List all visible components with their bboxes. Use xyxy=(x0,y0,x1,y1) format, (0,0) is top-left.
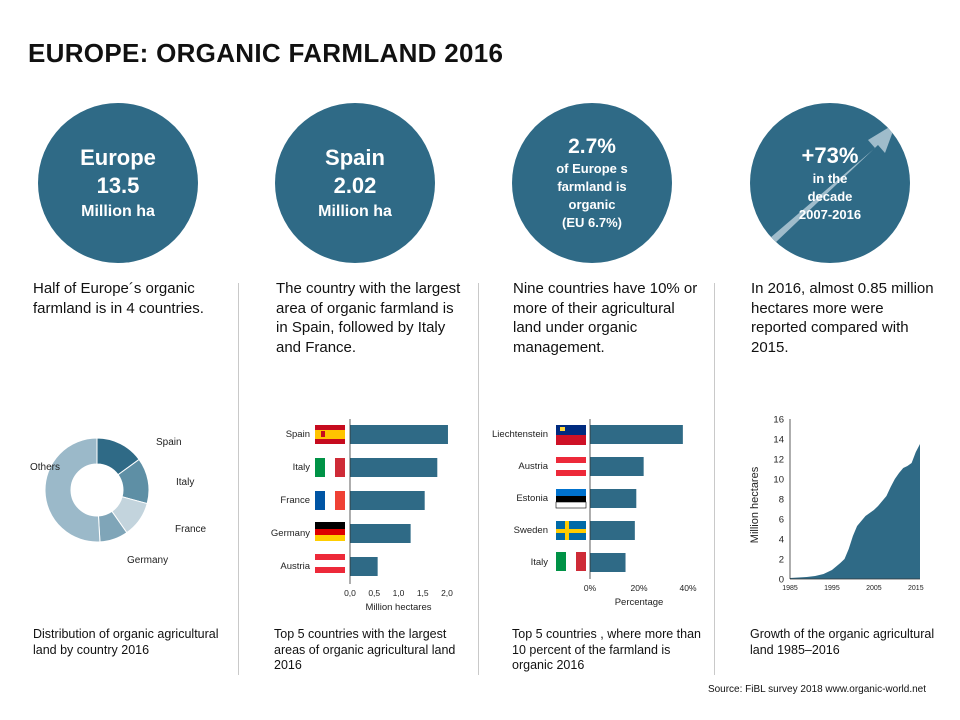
bar xyxy=(350,458,438,477)
y-tick-label: 10 xyxy=(773,475,784,486)
x-tick-label: 0,5 xyxy=(368,588,380,598)
circle-growth-line1: in the xyxy=(812,171,848,186)
column-divider xyxy=(238,283,239,675)
circle-spain-label: Spain xyxy=(325,145,385,170)
flag-germany-icon xyxy=(315,522,345,541)
bar-label: Germany xyxy=(271,528,310,539)
caption-growth: Growth of the organic agricultural land … xyxy=(750,627,935,657)
circle-share-value: 2.7% xyxy=(568,135,616,158)
x-tick-label: 0% xyxy=(584,583,597,593)
column-divider xyxy=(478,283,479,675)
column-divider xyxy=(714,283,715,675)
circle-share-line2: farmland is xyxy=(557,179,627,194)
y-tick-label: 12 xyxy=(773,455,784,466)
bar-label: Austria xyxy=(518,461,548,472)
flag-spain-icon xyxy=(315,425,345,444)
donut-label-germany: Germany xyxy=(127,555,168,566)
bar-label: Spain xyxy=(286,429,310,440)
circle-share-line1: of Europe s xyxy=(556,161,628,176)
stat-circle-share: 2.7% of Europe s farmland is organic (EU… xyxy=(512,103,672,263)
flag-italy-icon xyxy=(556,552,586,571)
y-tick-label: 4 xyxy=(779,535,784,546)
x-tick-label: 1995 xyxy=(824,585,840,592)
y-tick-label: 16 xyxy=(773,415,784,426)
stat-circle-spain: Spain 2.02 Million ha xyxy=(275,103,435,263)
flag-estonia-icon xyxy=(555,489,587,509)
x-tick-label: 2015 xyxy=(908,585,924,592)
bar xyxy=(350,524,411,543)
stat-circle-europe: Europe 13.5 Million ha xyxy=(38,103,198,263)
x-tick-label: 20% xyxy=(630,583,647,593)
y-tick-label: 8 xyxy=(779,495,784,506)
bar xyxy=(350,425,448,444)
bar-label: Austria xyxy=(280,561,310,572)
y-tick-label: 6 xyxy=(779,515,784,526)
share-bar-chart: Liechtenstein Austria Estonia Sweden Italy 0%… xyxy=(492,419,697,608)
donut-label-spain: Spain xyxy=(156,437,182,448)
bar xyxy=(350,491,425,510)
bar xyxy=(350,557,378,576)
x-tick-label: 1,5 xyxy=(417,588,429,598)
x-axis-label: Million hectares xyxy=(366,602,432,613)
bar-label: Liechtenstein xyxy=(492,429,548,440)
flag-france-icon xyxy=(315,491,345,510)
x-tick-label: 0,0 xyxy=(344,588,356,598)
growth-area xyxy=(790,444,920,579)
bar xyxy=(590,425,683,444)
donut-slice-others xyxy=(44,437,101,543)
caption-top-share: Top 5 countries , where more than 10 per… xyxy=(512,627,701,672)
bar xyxy=(590,489,637,508)
stat-circle-growth: +73% in the decade 2007-2016 xyxy=(750,103,910,263)
bar-label: Estonia xyxy=(516,493,548,504)
caption-top-area: Top 5 countries with the largest areas o… xyxy=(274,627,456,672)
bar xyxy=(590,521,635,540)
bar-label: France xyxy=(280,495,310,506)
y-tick-label: 2 xyxy=(779,555,784,566)
source-note: Source: FiBL survey 2018 www.organic-wor… xyxy=(707,684,926,695)
circle-europe-value: 13.5 xyxy=(96,173,140,198)
circle-europe-label: Europe xyxy=(80,145,156,170)
circle-growth-line2: decade xyxy=(807,189,853,204)
x-tick-label: 40% xyxy=(679,583,696,593)
growth-y-axis-label: Million hectares xyxy=(749,466,761,543)
description-share: Nine countries have 10% or more of their… xyxy=(513,280,698,356)
circle-growth-line3: 2007-2016 xyxy=(798,207,862,222)
flag-austria-icon xyxy=(556,457,586,476)
description-growth: In 2016, almost 0.85 million hectares mo… xyxy=(751,280,934,356)
circle-spain-value: 2.02 xyxy=(333,173,377,198)
bar-label: Italy xyxy=(293,462,311,473)
description-europe: Half of Europe´s organic farmland is in … xyxy=(33,280,204,317)
caption-distribution: Distribution of organic agricultural lan… xyxy=(33,627,219,657)
bar-label: Italy xyxy=(531,557,549,568)
donut-label-others: Others xyxy=(30,462,60,473)
x-axis-label: Percentage xyxy=(615,597,664,608)
circle-share-line3: organic xyxy=(568,197,616,212)
x-tick-label: 1985 xyxy=(782,585,798,592)
page-title: EUROPE: ORGANIC FARMLAND 2016 xyxy=(28,38,504,68)
donut-label-france: France xyxy=(175,524,207,535)
x-tick-label: 2005 xyxy=(866,585,882,592)
growth-arrow-icon xyxy=(770,123,896,243)
area-bar-chart: Spain Italy France Germany Austria 0,0 0,5 1,0 1… xyxy=(271,419,453,613)
donut-chart: Spain Italy France Germany Others xyxy=(30,437,207,566)
circle-spain-unit: Million ha xyxy=(318,203,392,220)
circle-europe-unit: Million ha xyxy=(81,203,155,220)
bar-label: Sweden xyxy=(514,525,548,536)
y-tick-label: 14 xyxy=(773,435,784,446)
bar xyxy=(590,457,644,476)
flag-italy-icon xyxy=(315,458,345,477)
growth-area-chart: 0 2 4 6 8 10 12 14 16 1985 1995 2005 2015 Million he… xyxy=(749,415,924,593)
circle-share-line4: (EU 6.7%) xyxy=(562,215,622,230)
x-tick-label: 1,0 xyxy=(393,588,405,598)
bar xyxy=(590,553,626,572)
circle-growth-value: +73% xyxy=(801,143,859,168)
flag-liechtenstein-icon xyxy=(556,425,586,445)
y-tick-label: 0 xyxy=(779,575,784,586)
flag-sweden-icon xyxy=(556,521,586,540)
description-spain: The country with the largest area of org… xyxy=(276,280,461,356)
donut-label-italy: Italy xyxy=(176,477,194,488)
x-tick-label: 2,0 xyxy=(441,588,453,598)
flag-austria-icon xyxy=(315,554,345,573)
